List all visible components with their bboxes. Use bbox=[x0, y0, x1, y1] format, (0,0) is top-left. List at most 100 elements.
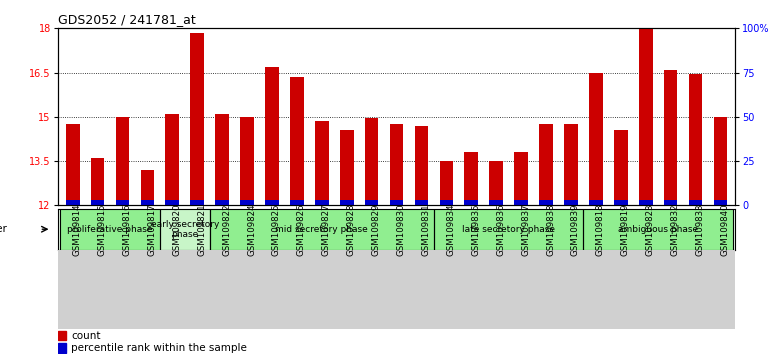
Bar bbox=[116, 200, 129, 205]
Bar bbox=[539, 200, 553, 205]
Text: GSM109827: GSM109827 bbox=[322, 203, 331, 256]
Bar bbox=[259, 250, 284, 329]
Bar bbox=[141, 200, 154, 205]
Bar bbox=[60, 209, 160, 250]
Bar bbox=[639, 200, 652, 205]
Text: GSM109823: GSM109823 bbox=[646, 203, 654, 256]
Text: GSM109824: GSM109824 bbox=[247, 203, 256, 256]
Bar bbox=[240, 200, 254, 205]
Text: percentile rank within the sample: percentile rank within the sample bbox=[72, 343, 247, 353]
Bar bbox=[390, 200, 403, 205]
Text: GSM109817: GSM109817 bbox=[147, 203, 156, 256]
Bar bbox=[714, 117, 727, 200]
Bar bbox=[664, 70, 678, 200]
Bar bbox=[284, 250, 310, 329]
Bar bbox=[85, 250, 110, 329]
Bar bbox=[290, 77, 303, 200]
Bar bbox=[633, 250, 658, 329]
Bar bbox=[160, 250, 185, 329]
Text: GSM109832: GSM109832 bbox=[671, 203, 680, 256]
Bar bbox=[589, 200, 603, 205]
Bar bbox=[584, 250, 608, 329]
Bar bbox=[340, 130, 353, 200]
Bar bbox=[91, 158, 105, 200]
Text: GSM109834: GSM109834 bbox=[447, 203, 455, 256]
Bar bbox=[539, 124, 553, 200]
Bar bbox=[359, 250, 384, 329]
Text: GSM109821: GSM109821 bbox=[197, 203, 206, 256]
Bar bbox=[91, 200, 105, 205]
Text: GSM109840: GSM109840 bbox=[721, 203, 729, 256]
Text: GSM109815: GSM109815 bbox=[98, 203, 106, 256]
Bar bbox=[514, 200, 528, 205]
Text: GSM109831: GSM109831 bbox=[421, 203, 430, 256]
Bar bbox=[216, 200, 229, 205]
Bar bbox=[334, 250, 359, 329]
Bar bbox=[240, 117, 254, 200]
Bar bbox=[110, 250, 135, 329]
Text: GSM109819: GSM109819 bbox=[621, 204, 630, 256]
Text: GSM109829: GSM109829 bbox=[372, 204, 380, 256]
Bar bbox=[464, 200, 478, 205]
Bar bbox=[608, 250, 633, 329]
Bar bbox=[708, 250, 733, 329]
Bar bbox=[688, 200, 702, 205]
Text: GSM109818: GSM109818 bbox=[596, 203, 605, 256]
Bar bbox=[310, 250, 334, 329]
Bar bbox=[534, 250, 558, 329]
Bar bbox=[614, 130, 628, 200]
Bar bbox=[440, 161, 454, 200]
Bar bbox=[315, 121, 329, 200]
Bar bbox=[390, 124, 403, 200]
Bar bbox=[265, 200, 279, 205]
Bar bbox=[135, 250, 160, 329]
Text: late secretory phase: late secretory phase bbox=[462, 225, 555, 234]
Text: ambiguous phase: ambiguous phase bbox=[618, 225, 698, 234]
Bar bbox=[235, 250, 259, 329]
Bar bbox=[414, 200, 428, 205]
Text: GSM109839: GSM109839 bbox=[571, 204, 580, 256]
Text: early secretory
phase: early secretory phase bbox=[151, 219, 219, 239]
Bar bbox=[639, 28, 652, 200]
Bar bbox=[66, 200, 79, 205]
Bar bbox=[664, 200, 678, 205]
Bar bbox=[409, 250, 434, 329]
Bar bbox=[614, 200, 628, 205]
Bar bbox=[484, 250, 509, 329]
Bar bbox=[365, 200, 379, 205]
Bar bbox=[66, 124, 79, 200]
Bar bbox=[185, 250, 209, 329]
Bar bbox=[290, 200, 303, 205]
Bar bbox=[340, 200, 353, 205]
Text: count: count bbox=[72, 331, 101, 341]
Bar bbox=[509, 250, 534, 329]
Bar bbox=[714, 200, 727, 205]
Bar bbox=[490, 161, 503, 200]
Bar bbox=[209, 250, 235, 329]
Bar bbox=[584, 209, 733, 250]
Text: other: other bbox=[0, 224, 8, 234]
Bar bbox=[60, 250, 85, 329]
Bar bbox=[658, 250, 683, 329]
Bar bbox=[209, 209, 434, 250]
Text: GSM109836: GSM109836 bbox=[496, 203, 505, 256]
Bar bbox=[459, 250, 484, 329]
Bar bbox=[315, 200, 329, 205]
Text: GSM109816: GSM109816 bbox=[122, 203, 132, 256]
Text: GSM109820: GSM109820 bbox=[172, 203, 182, 256]
Bar bbox=[160, 209, 209, 250]
Bar bbox=[490, 200, 503, 205]
Bar bbox=[58, 331, 66, 341]
Bar bbox=[440, 200, 454, 205]
Text: GSM109825: GSM109825 bbox=[272, 203, 281, 256]
Bar bbox=[589, 73, 603, 200]
Text: proliferative phase: proliferative phase bbox=[67, 225, 152, 234]
Text: mid secretory phase: mid secretory phase bbox=[276, 225, 368, 234]
Text: GSM109837: GSM109837 bbox=[521, 203, 530, 256]
Bar bbox=[384, 250, 409, 329]
Bar bbox=[434, 250, 459, 329]
Bar bbox=[265, 67, 279, 200]
Bar bbox=[190, 33, 204, 200]
Bar bbox=[414, 126, 428, 200]
Text: GSM109828: GSM109828 bbox=[346, 203, 356, 256]
